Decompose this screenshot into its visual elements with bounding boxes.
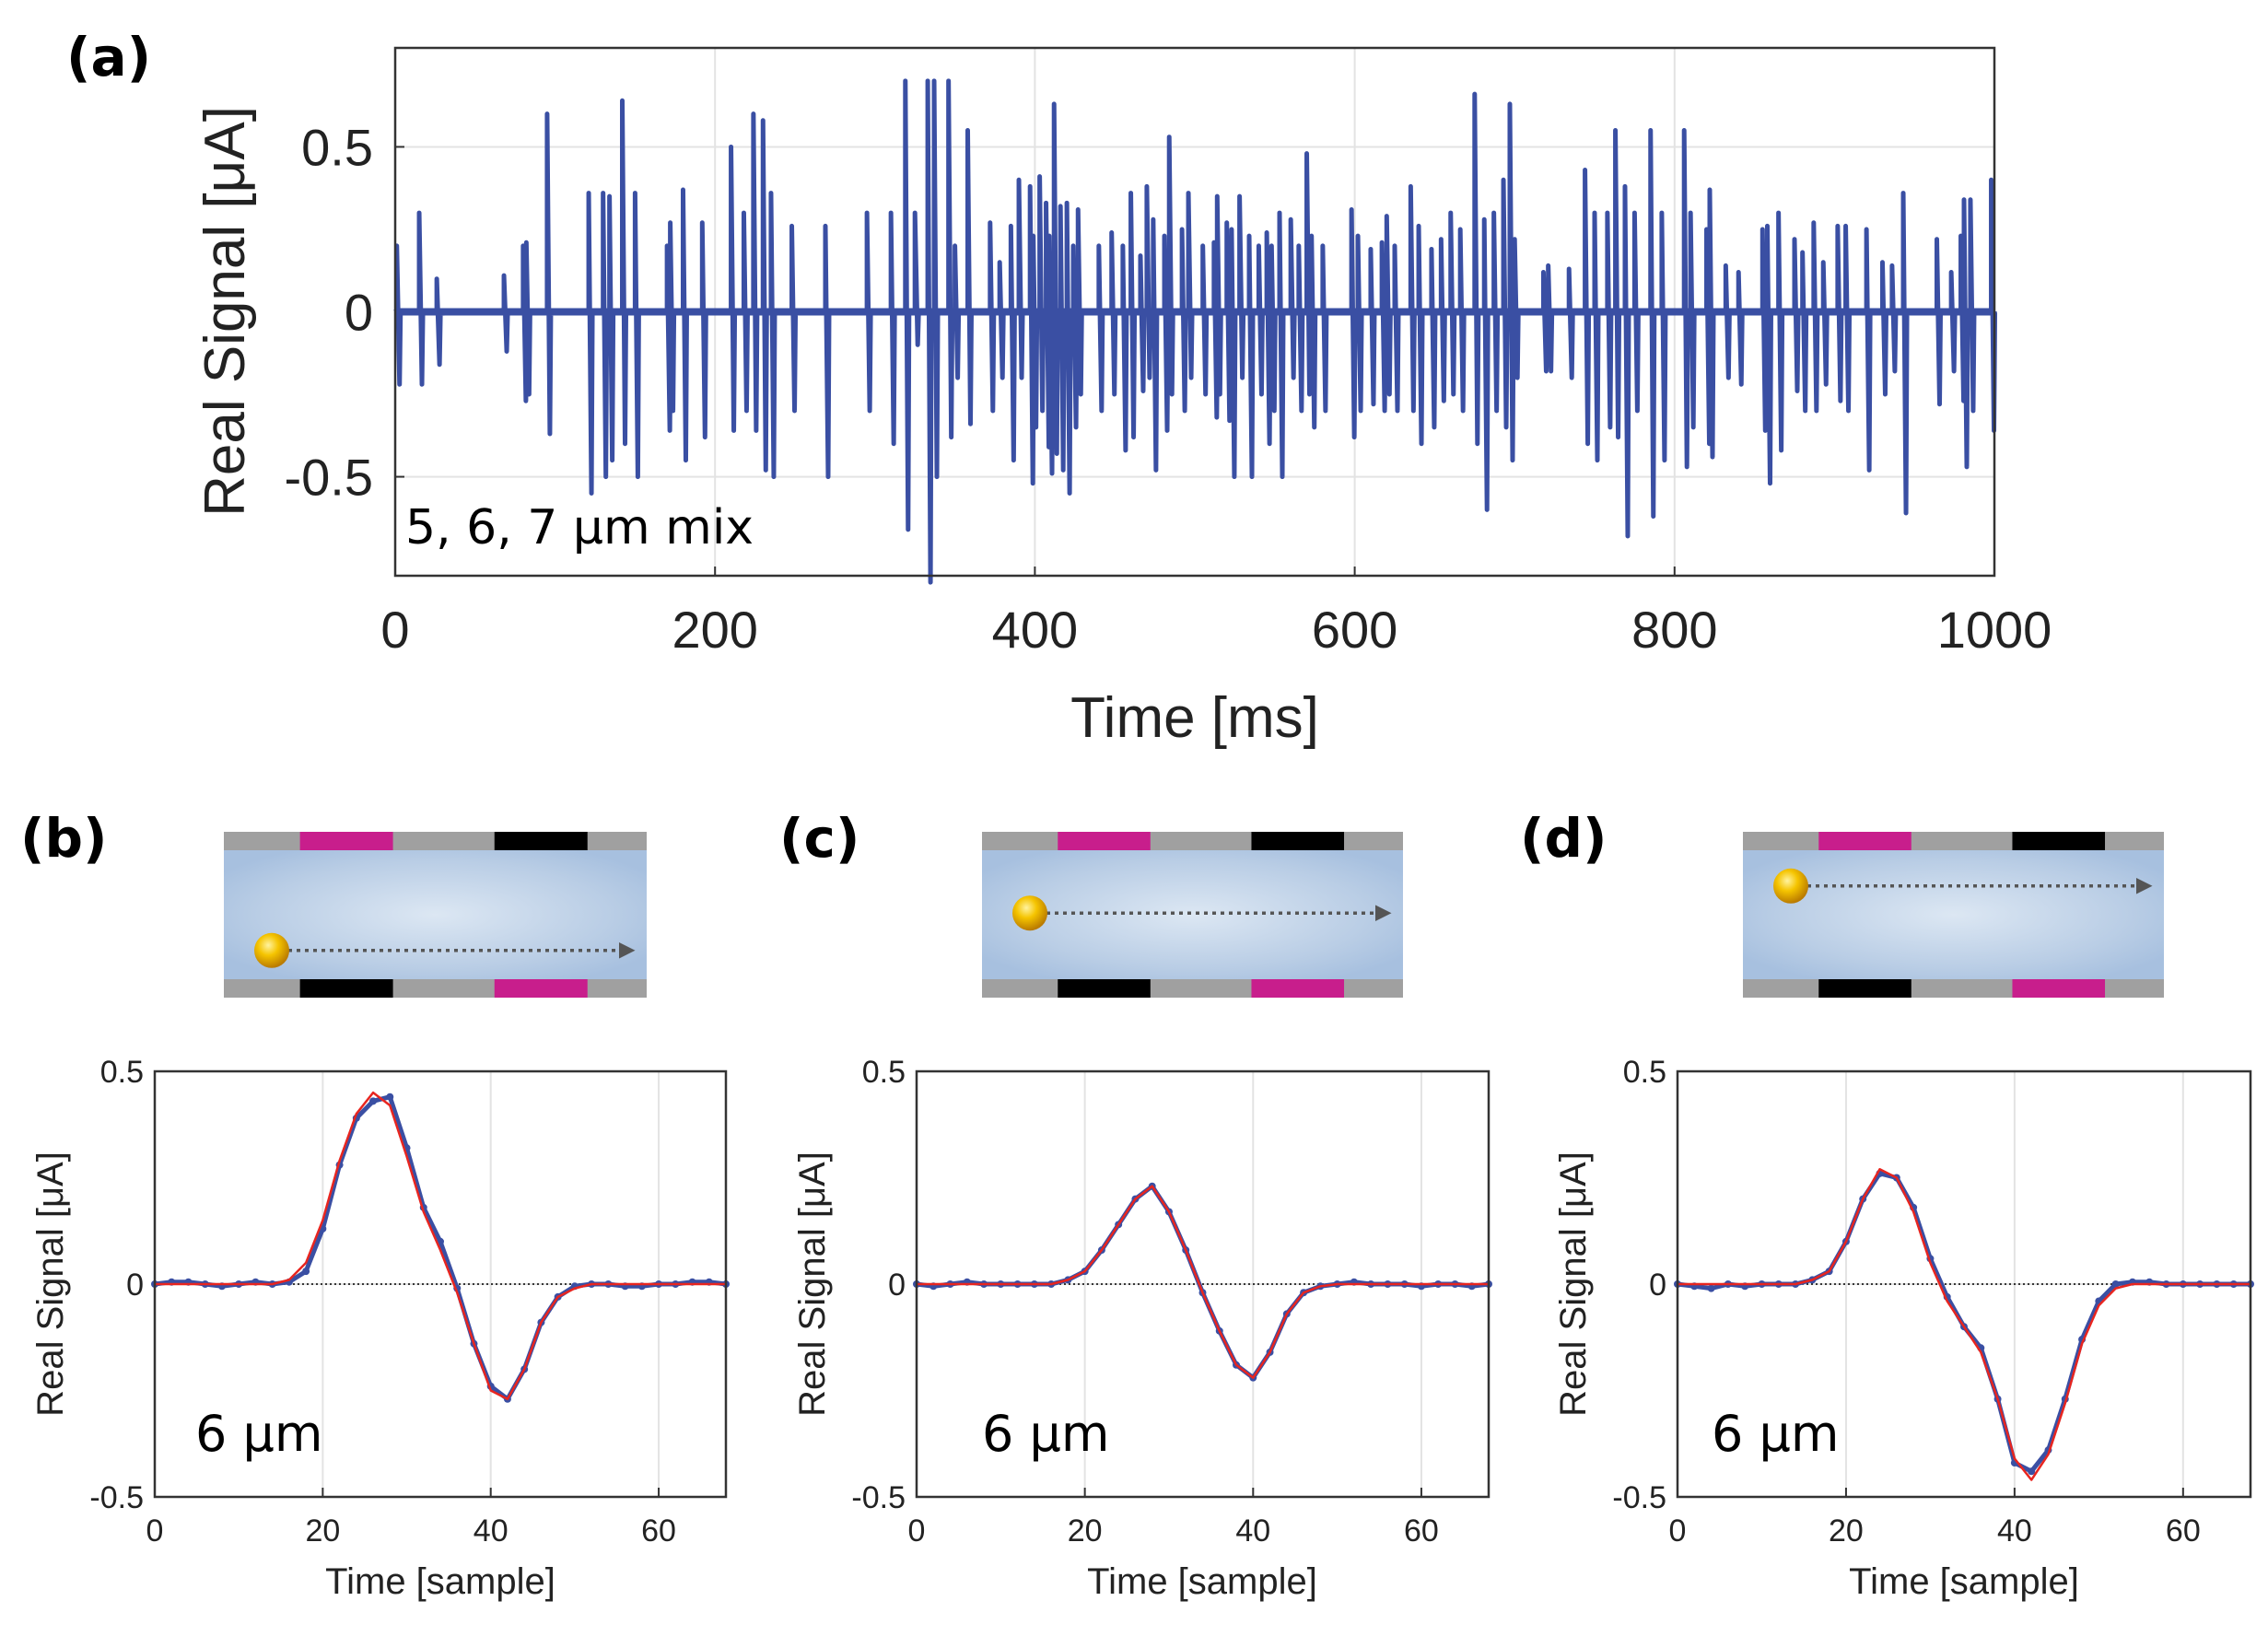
- top-electrode-ground: [2012, 832, 2106, 850]
- top-electrode-excitation: [1818, 832, 1911, 850]
- x-tick-label: 40: [1235, 1513, 1270, 1548]
- x-tick-label: 40: [1997, 1513, 2032, 1548]
- x-axis-label: Time [sample]: [325, 1561, 555, 1602]
- x-tick-label: 1000: [1937, 601, 2052, 659]
- measured-point: [386, 1093, 394, 1101]
- y-tick-label: 0: [345, 284, 373, 342]
- y-axis-label: Real Signal [μA]: [792, 1151, 833, 1417]
- y-axis-label: Real Signal [μA]: [30, 1151, 71, 1417]
- x-tick-label: 200: [672, 601, 757, 659]
- y-tick-label: -0.5: [851, 1480, 906, 1515]
- y-axis-label: Real Signal [μA]: [1553, 1151, 1594, 1417]
- measured-point: [1707, 1284, 1715, 1292]
- x-axis-label: Time [sample]: [1087, 1561, 1317, 1602]
- y-tick-label: 0.5: [1623, 1055, 1666, 1090]
- x-tick-label: 0: [380, 601, 409, 659]
- bottom-electrode-ground: [1818, 979, 1911, 998]
- measured-point: [2028, 1467, 2036, 1476]
- y-tick-label: -0.5: [1612, 1480, 1666, 1515]
- bottom-electrode-excitation: [1251, 979, 1345, 998]
- top-electrode-excitation: [299, 832, 393, 850]
- bead-icon: [1773, 868, 1808, 904]
- y-tick-label: 0: [1649, 1268, 1666, 1303]
- x-tick-label: 40: [473, 1513, 509, 1548]
- panel-label: (d): [1520, 807, 1607, 870]
- plot-frame: [915, 1069, 1491, 1499]
- fit-trace: [1678, 1168, 2250, 1481]
- x-tick-label: 600: [1312, 601, 1397, 659]
- x-tick-label: 20: [1829, 1513, 1864, 1548]
- bead-icon: [1012, 895, 1047, 931]
- x-tick-label: 0: [1669, 1513, 1687, 1548]
- x-tick-label: 60: [641, 1513, 676, 1548]
- bottom-electrode-excitation: [2012, 979, 2106, 998]
- size-annotation: 6 μm: [982, 1405, 1109, 1463]
- fit-trace: [155, 1091, 726, 1400]
- measured-point: [302, 1268, 310, 1276]
- x-axis-label: Time [ms]: [1070, 686, 1319, 750]
- size-annotation: 5, 6, 7 μm mix: [405, 500, 754, 555]
- top-electrode-ground: [494, 832, 588, 850]
- panel-label: (a): [66, 26, 151, 88]
- y-tick-label: 0: [888, 1268, 906, 1303]
- y-tick-label: 0.5: [301, 119, 373, 177]
- top-electrode-excitation: [1058, 832, 1151, 850]
- bead-icon: [254, 932, 289, 968]
- y-axis-label: Real Signal [μA]: [193, 106, 257, 517]
- x-tick-label: 20: [305, 1513, 340, 1548]
- panel-label: (c): [779, 807, 859, 870]
- x-tick-label: 0: [908, 1513, 926, 1548]
- y-tick-label: -0.5: [285, 449, 374, 507]
- x-tick-label: 0: [146, 1513, 164, 1548]
- plot-frame: [1676, 1069, 2252, 1499]
- microchannel: [224, 850, 647, 979]
- panel-label: (b): [20, 807, 108, 870]
- x-tick-label: 20: [1068, 1513, 1103, 1548]
- x-tick-label: 60: [1404, 1513, 1439, 1548]
- y-tick-label: 0: [126, 1268, 144, 1303]
- x-tick-label: 60: [2166, 1513, 2201, 1548]
- x-tick-label: 800: [1631, 601, 1717, 659]
- plot-frame: [393, 46, 1996, 578]
- measured-point: [369, 1097, 378, 1105]
- panel-a: (a) 0 200 400 600 800 1000 -0.5 0 0.5 Time [ms] Rea…: [66, 26, 2052, 750]
- y-tick-label: 0.5: [100, 1055, 144, 1090]
- top-electrode-ground: [1251, 832, 1345, 850]
- y-tick-label: -0.5: [89, 1480, 144, 1515]
- fit-trace: [917, 1185, 1489, 1379]
- plot-frame: [153, 1069, 728, 1499]
- bottom-electrode-ground: [299, 979, 393, 998]
- x-tick-label: 400: [992, 601, 1078, 659]
- bottom-electrode-excitation: [494, 979, 588, 998]
- microchannel: [1743, 850, 2164, 979]
- measured-point: [2111, 1280, 2120, 1288]
- y-tick-label: 0.5: [862, 1055, 906, 1090]
- microchannel: [982, 850, 1403, 979]
- size-annotation: 6 μm: [195, 1405, 322, 1463]
- size-annotation: 6 μm: [1712, 1405, 1839, 1463]
- x-axis-label: Time [sample]: [1849, 1561, 2079, 1602]
- bottom-electrode-ground: [1058, 979, 1151, 998]
